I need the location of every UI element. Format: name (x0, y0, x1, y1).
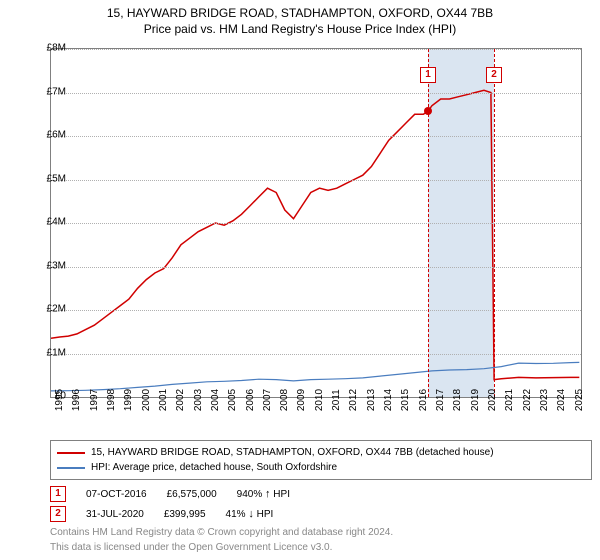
x-tick-label: 2023 (539, 389, 550, 411)
legend-box: 15, HAYWARD BRIDGE ROAD, STADHAMPTON, OX… (50, 440, 592, 480)
x-tick-label: 2025 (574, 389, 585, 411)
x-tick-label: 2022 (522, 389, 533, 411)
series-hpi (51, 362, 579, 391)
x-tick-label: 2006 (245, 389, 256, 411)
x-tick-label: 2009 (296, 389, 307, 411)
annotation-price: £399,995 (164, 509, 206, 520)
annotation-row-1: 1 07-OCT-2016 £6,575,000 940% ↑ HPI (50, 484, 580, 504)
data-point-icon (424, 107, 432, 115)
x-tick-label: 2008 (279, 389, 290, 411)
x-tick-label: 1996 (71, 389, 82, 411)
x-tick-label: 2000 (141, 389, 152, 411)
x-tick-label: 1997 (89, 389, 100, 411)
marker-vline (428, 49, 429, 397)
grid-line (51, 310, 581, 311)
grid-line (51, 223, 581, 224)
legend-swatch-blue (57, 467, 85, 469)
footer-line-1: Contains HM Land Registry data © Crown c… (50, 524, 580, 539)
footer-line-2: This data is licensed under the Open Gov… (50, 539, 580, 554)
x-tick-label: 2021 (504, 389, 515, 411)
annotation-price: £6,575,000 (167, 489, 217, 500)
chart-container: 15, HAYWARD BRIDGE ROAD, STADHAMPTON, OX… (0, 0, 600, 560)
title-line-2: Price paid vs. HM Land Registry's House … (0, 22, 600, 38)
annotation-row-2: 2 31-JUL-2020 £399,995 41% ↓ HPI (50, 504, 580, 524)
flag-marker-2: 2 (486, 67, 502, 83)
series-price_paid (51, 90, 579, 379)
flag-1-icon: 1 (50, 486, 66, 502)
flag-marker-1: 1 (420, 67, 436, 83)
title-line-1: 15, HAYWARD BRIDGE ROAD, STADHAMPTON, OX… (0, 6, 600, 22)
grid-line (51, 267, 581, 268)
legend-label: HPI: Average price, detached house, Sout… (91, 460, 337, 475)
grid-line (51, 354, 581, 355)
grid-line (51, 49, 581, 50)
y-tick-label: £2M (26, 304, 66, 315)
x-tick-label: 1995 (54, 389, 65, 411)
annotation-date: 07-OCT-2016 (86, 489, 147, 500)
title-block: 15, HAYWARD BRIDGE ROAD, STADHAMPTON, OX… (0, 0, 600, 37)
y-tick-label: £5M (26, 173, 66, 184)
arrow-up-icon: ↑ (265, 488, 271, 500)
x-tick-label: 2003 (193, 389, 204, 411)
x-tick-label: 2001 (158, 389, 169, 411)
x-tick-label: 2005 (227, 389, 238, 411)
x-tick-label: 2014 (383, 389, 394, 411)
chart-plot-area: 12 (50, 48, 582, 398)
x-tick-label: 2018 (452, 389, 463, 411)
x-tick-label: 2010 (314, 389, 325, 411)
x-tick-label: 2015 (400, 389, 411, 411)
grid-line (51, 136, 581, 137)
x-tick-label: 2004 (210, 389, 221, 411)
x-tick-label: 1998 (106, 389, 117, 411)
annotation-pct: 940% ↑ HPI (237, 488, 290, 500)
grid-line (51, 180, 581, 181)
annotation-pct: 41% ↓ HPI (226, 508, 274, 520)
y-tick-label: £8M (26, 43, 66, 54)
x-tick-label: 1999 (123, 389, 134, 411)
flag-2-icon: 2 (50, 506, 66, 522)
x-tick-label: 2019 (470, 389, 481, 411)
legend-item-price-paid: 15, HAYWARD BRIDGE ROAD, STADHAMPTON, OX… (57, 445, 585, 460)
x-tick-label: 2017 (435, 389, 446, 411)
annotation-block: 1 07-OCT-2016 £6,575,000 940% ↑ HPI 2 31… (50, 484, 580, 554)
annotation-date: 31-JUL-2020 (86, 509, 144, 520)
x-tick-label: 2020 (487, 389, 498, 411)
x-tick-label: 2002 (175, 389, 186, 411)
x-tick-label: 2007 (262, 389, 273, 411)
x-tick-label: 2024 (556, 389, 567, 411)
marker-vline (494, 49, 495, 397)
legend-label: 15, HAYWARD BRIDGE ROAD, STADHAMPTON, OX… (91, 445, 494, 460)
legend-item-hpi: HPI: Average price, detached house, Sout… (57, 460, 585, 475)
arrow-down-icon: ↓ (248, 508, 254, 520)
y-tick-label: £3M (26, 260, 66, 271)
x-tick-label: 2016 (418, 389, 429, 411)
legend-swatch-red (57, 452, 85, 454)
x-tick-label: 2013 (366, 389, 377, 411)
x-tick-label: 2012 (348, 389, 359, 411)
y-tick-label: £6M (26, 130, 66, 141)
y-tick-label: £4M (26, 217, 66, 228)
grid-line (51, 93, 581, 94)
y-tick-label: £7M (26, 86, 66, 97)
x-tick-label: 2011 (331, 389, 342, 411)
y-tick-label: £1M (26, 347, 66, 358)
